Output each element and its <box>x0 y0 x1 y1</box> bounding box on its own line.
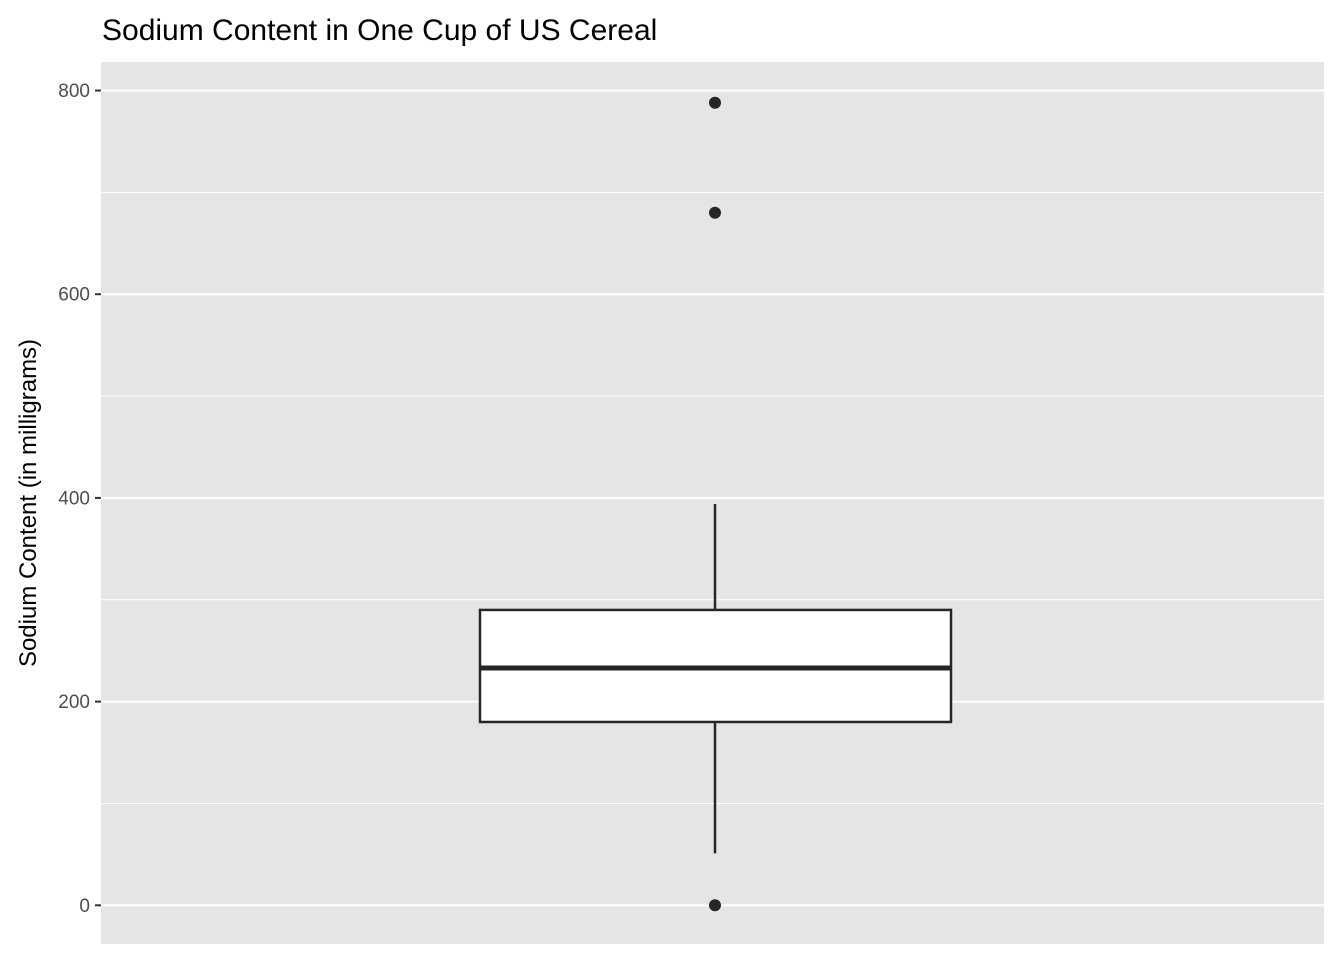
outlier-point <box>709 899 721 912</box>
outlier-point <box>709 96 721 109</box>
y-tick-label: 400 <box>58 488 90 509</box>
y-tick-label: 800 <box>58 81 90 102</box>
y-tick-label: 0 <box>79 896 90 917</box>
y-tick-label: 600 <box>58 285 90 306</box>
y-axis-label: Sodium Content (in milligrams) <box>15 339 42 667</box>
outlier-point <box>709 206 721 219</box>
boxplot <box>478 96 953 912</box>
y-axis: 0 200 400 600 800 <box>58 81 101 917</box>
y-tick-label: 200 <box>58 692 90 713</box>
plot-panel <box>101 62 1324 944</box>
chart-title: Sodium Content in One Cup of US Cereal <box>102 14 657 47</box>
